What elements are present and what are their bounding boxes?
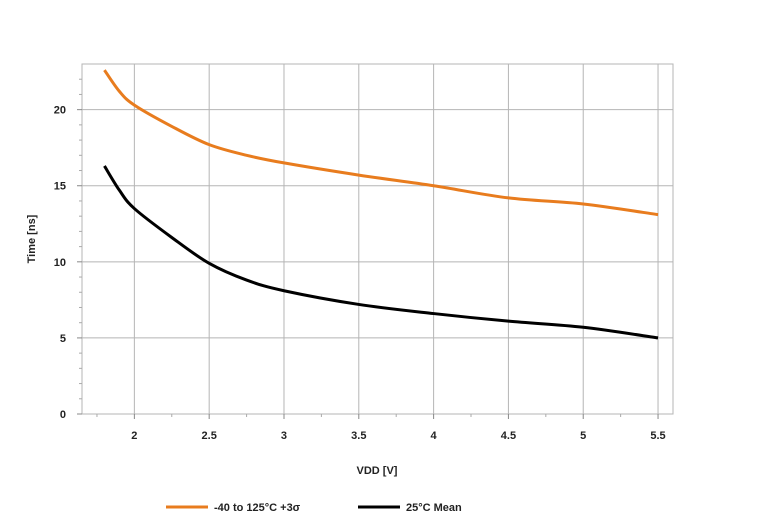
series-lines <box>103 69 659 340</box>
x-tick-label: 3 <box>281 430 287 442</box>
grid-lines <box>82 64 673 415</box>
series-line-2 <box>103 165 659 340</box>
legend-label-series-1: -40 to 125°C +3σ <box>214 502 301 514</box>
y-tick-label: 0 <box>60 409 66 421</box>
y-tick-label: 5 <box>60 333 66 345</box>
x-axis-label: VDD [V] <box>357 465 398 477</box>
y-tick-label: 15 <box>54 181 66 193</box>
axis-ticks: 2 2.5 3 3.5 4 4.5 5 5.5 0 5 10 15 20 <box>54 78 666 442</box>
y-tick-label: 20 <box>54 105 66 117</box>
series-line-1 <box>103 69 659 217</box>
x-tick-label: 2.5 <box>202 430 217 442</box>
x-tick-label: 5.5 <box>650 430 665 442</box>
legend: -40 to 125°C +3σ 25°C Mean <box>166 502 462 514</box>
y-tick-label: 10 <box>54 257 66 269</box>
x-tick-label: 5 <box>580 430 586 442</box>
x-tick-label: 4 <box>431 430 438 442</box>
x-tick-label: 3.5 <box>351 430 366 442</box>
y-axis-label: Time [ns] <box>26 214 38 263</box>
legend-label-series-2: 25°C Mean <box>406 502 462 514</box>
x-tick-label: 2 <box>131 430 137 442</box>
plot-area <box>81 63 674 415</box>
x-tick-label: 4.5 <box>501 430 516 442</box>
